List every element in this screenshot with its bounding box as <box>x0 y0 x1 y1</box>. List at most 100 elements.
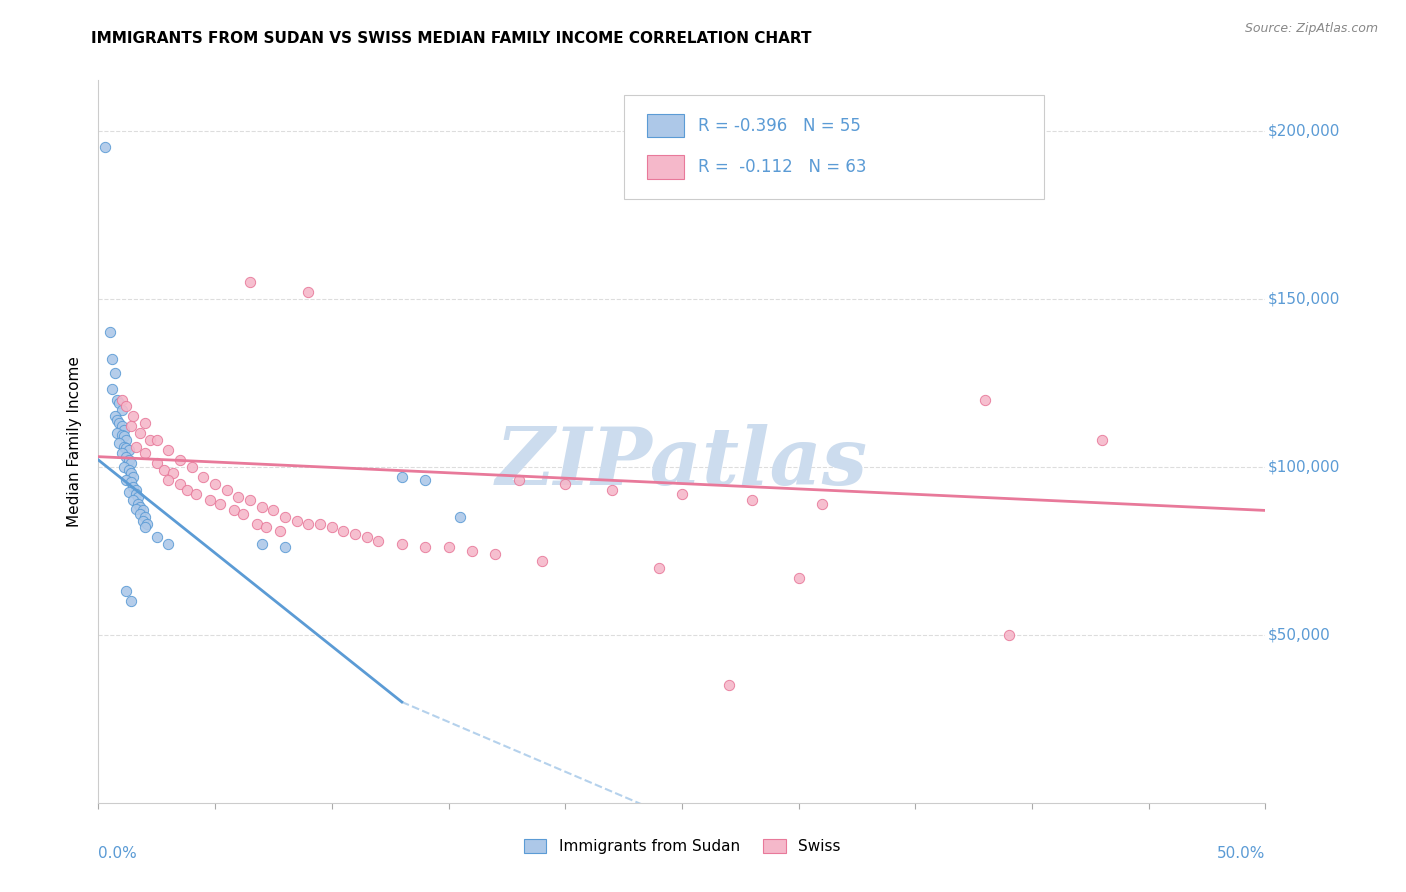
Point <box>180 459 202 474</box>
Point <box>717 678 740 692</box>
Point <box>297 516 319 531</box>
Point <box>112 459 135 474</box>
Point <box>125 486 148 500</box>
Point <box>554 476 576 491</box>
Point <box>741 493 763 508</box>
Bar <box>647 114 685 137</box>
Point <box>118 463 141 477</box>
Point <box>112 440 135 454</box>
Point <box>169 476 191 491</box>
Point <box>157 537 180 551</box>
Point <box>115 450 138 464</box>
Text: R =  -0.112   N = 63: R = -0.112 N = 63 <box>699 158 866 176</box>
Point <box>530 554 553 568</box>
Point <box>250 500 273 514</box>
Point <box>193 470 215 484</box>
Point <box>111 419 134 434</box>
Point <box>112 429 135 443</box>
Point <box>120 456 142 470</box>
Point <box>120 467 142 481</box>
Text: 50.0%: 50.0% <box>1218 847 1265 861</box>
Point <box>118 485 141 500</box>
Point <box>125 501 148 516</box>
FancyBboxPatch shape <box>624 95 1043 200</box>
Point <box>157 473 180 487</box>
Text: $100,000: $100,000 <box>1268 459 1340 475</box>
Point <box>256 520 278 534</box>
Point <box>162 467 184 481</box>
Point <box>111 392 134 407</box>
Point <box>132 503 155 517</box>
Point <box>321 520 343 534</box>
Point <box>215 483 238 498</box>
Point <box>122 493 145 508</box>
Bar <box>647 155 685 178</box>
Point <box>125 440 148 454</box>
Point <box>169 453 191 467</box>
Point <box>115 433 138 447</box>
Point <box>437 541 460 555</box>
Point <box>600 483 623 498</box>
Point <box>309 516 332 531</box>
Point <box>974 392 997 407</box>
Point <box>101 352 124 367</box>
Point <box>111 402 134 417</box>
Point <box>129 500 152 514</box>
Point <box>122 480 145 494</box>
Point <box>246 516 269 531</box>
Point <box>297 285 319 299</box>
Point <box>228 490 250 504</box>
Y-axis label: Median Family Income: Median Family Income <box>67 356 83 527</box>
Point <box>129 507 152 521</box>
Point <box>108 416 131 430</box>
Point <box>105 392 128 407</box>
Text: $50,000: $50,000 <box>1268 627 1330 642</box>
Point <box>356 530 378 544</box>
Point <box>120 475 142 489</box>
Point <box>127 497 149 511</box>
Point <box>285 514 308 528</box>
Point <box>367 533 389 548</box>
Point <box>274 541 297 555</box>
Point <box>413 541 436 555</box>
Point <box>122 470 145 484</box>
Point <box>101 383 124 397</box>
Point <box>787 571 810 585</box>
Point <box>208 497 231 511</box>
Point <box>413 473 436 487</box>
Point <box>239 275 262 289</box>
Point <box>134 510 156 524</box>
Point <box>239 493 262 508</box>
Point <box>262 503 284 517</box>
Point <box>118 442 141 457</box>
Point <box>112 423 135 437</box>
Point <box>94 140 117 154</box>
Point <box>115 399 138 413</box>
Point <box>146 433 169 447</box>
Point <box>127 490 149 504</box>
Point <box>146 530 169 544</box>
Point <box>120 419 142 434</box>
Point <box>104 409 127 424</box>
Point <box>508 473 530 487</box>
Point <box>391 470 413 484</box>
Point <box>132 514 155 528</box>
Point <box>108 436 131 450</box>
Text: $200,000: $200,000 <box>1268 123 1340 138</box>
Point <box>111 446 134 460</box>
Point <box>125 483 148 498</box>
Point <box>139 433 162 447</box>
Point <box>332 524 354 538</box>
Point <box>157 442 180 457</box>
Point <box>152 463 174 477</box>
Point <box>104 366 127 380</box>
Point <box>461 543 484 558</box>
Point <box>98 326 121 340</box>
Text: $150,000: $150,000 <box>1268 291 1340 306</box>
Point <box>269 524 291 538</box>
Point <box>997 628 1019 642</box>
Point <box>122 409 145 424</box>
Point <box>115 473 138 487</box>
Point <box>1091 433 1114 447</box>
Point <box>647 560 669 574</box>
